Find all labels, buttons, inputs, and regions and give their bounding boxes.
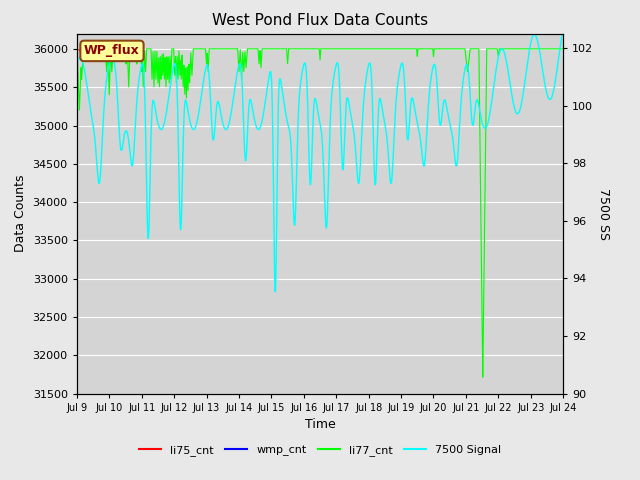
Y-axis label: 7500 SS: 7500 SS	[597, 188, 610, 240]
Title: West Pond Flux Data Counts: West Pond Flux Data Counts	[212, 13, 428, 28]
Text: WP_flux: WP_flux	[84, 44, 140, 58]
X-axis label: Time: Time	[305, 418, 335, 431]
Y-axis label: Data Counts: Data Counts	[14, 175, 27, 252]
Legend: li75_cnt, wmp_cnt, li77_cnt, 7500 Signal: li75_cnt, wmp_cnt, li77_cnt, 7500 Signal	[135, 440, 505, 460]
